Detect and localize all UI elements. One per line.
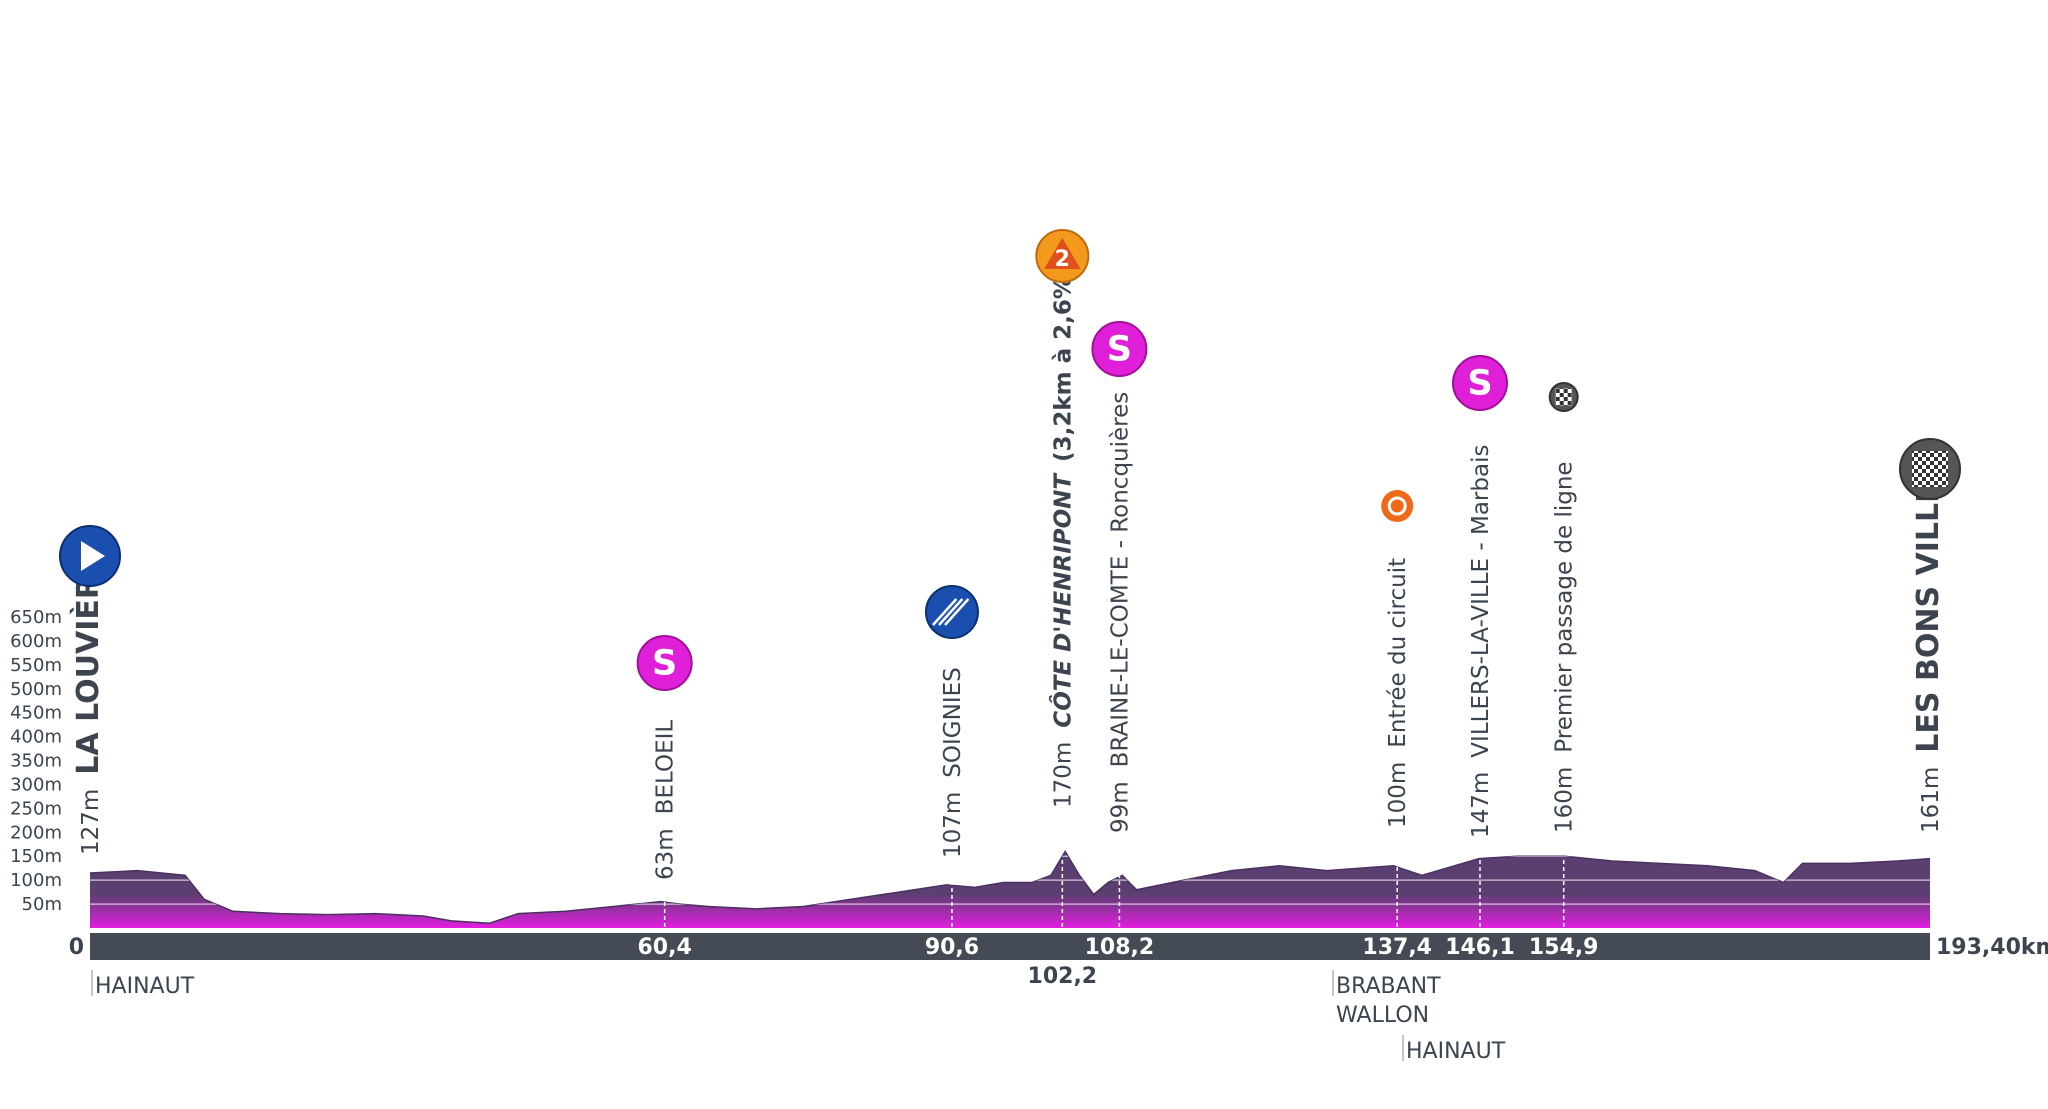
y-tick-label: 650m: [10, 607, 62, 628]
icon-disc: [1381, 490, 1414, 522]
elevation-area: [90, 851, 1930, 928]
region-label: WALLON: [1336, 1003, 1429, 1028]
elevation-outline: [89, 849, 1931, 924]
waypoint-name: VILLERS-LA-VILLE - Marbais: [1468, 445, 1494, 758]
waypoint-label: 100m Entrée du circuit: [1385, 558, 1411, 828]
km-label: 60,4: [638, 935, 692, 960]
waypoint-icon: [1899, 438, 1961, 500]
waypoint-label: 160m Premier passage de ligne: [1552, 461, 1578, 833]
km-label: 102,2: [1028, 964, 1098, 989]
waypoint-altitude: 127m: [78, 789, 104, 855]
region-label: HAINAUT: [1406, 1039, 1506, 1064]
waypoint-altitude: 147m: [1468, 772, 1494, 838]
waypoint-icon: 2: [1035, 229, 1090, 283]
km-label: 146,1: [1445, 935, 1515, 960]
km-label: 108,2: [1085, 935, 1155, 960]
waypoint-altitude: 161m: [1918, 767, 1944, 833]
waypoint-label: 170m CÔTE D'HENRIPONT (3,2km à 2,6%): [1048, 266, 1076, 808]
icon-stroke: [932, 598, 958, 626]
region-label: BRABANT: [1336, 974, 1441, 999]
waypoint-icon: S: [636, 635, 693, 691]
y-tick-label: 250m: [10, 798, 62, 819]
waypoint-name: Premier passage de ligne: [1552, 461, 1578, 752]
waypoint-icon: [924, 585, 979, 639]
icon-disc: [1451, 355, 1508, 411]
region-label: HAINAUT: [95, 974, 195, 999]
icon-stroke: [938, 598, 964, 626]
y-tick-label: 300m: [10, 774, 62, 795]
icon-badge: S: [1467, 362, 1492, 403]
km-label: 90,6: [925, 935, 979, 960]
km-label: 137,4: [1362, 935, 1432, 960]
waypoint-detail: (3,2km à 2,6%): [1050, 266, 1076, 462]
km-label: 0: [69, 935, 84, 960]
icon-badge: S: [1107, 328, 1132, 369]
waypoint-icon: [1381, 490, 1414, 522]
y-tick-label: 100m: [10, 870, 62, 891]
waypoint-altitude: 160m: [1552, 767, 1578, 833]
waypoint-icon: S: [1091, 321, 1148, 377]
km-label: 193,40km: [1936, 935, 2048, 960]
km-label: 154,9: [1529, 935, 1599, 960]
waypoint-label: 107m SOIGNIES: [940, 667, 966, 858]
distance-bar: [90, 933, 1930, 960]
waypoint-altitude: 107m: [940, 792, 966, 858]
y-tick-label: 50m: [22, 894, 62, 915]
y-tick-label: 200m: [10, 822, 62, 843]
icon-disc: [636, 635, 693, 691]
icon-arrow: [81, 541, 105, 571]
y-tick-label: 150m: [10, 846, 62, 867]
waypoint-name: Entrée du circuit: [1385, 558, 1411, 748]
y-tick-label: 500m: [10, 679, 62, 700]
icon-badge: 2: [1055, 247, 1070, 272]
icon-flag: [1912, 451, 1948, 487]
waypoint-label: 147m VILLERS-LA-VILLE - Marbais: [1468, 445, 1494, 838]
y-tick-label: 600m: [10, 631, 62, 652]
waypoint-label: 127m LA LOUVIÈRE: [70, 556, 106, 855]
waypoint-altitude: 63m: [653, 828, 679, 880]
y-tick-label: 550m: [10, 655, 62, 676]
waypoint-name: BELOEIL: [653, 720, 679, 815]
waypoint-name: BRAINE-LE-COMTE - Roncquières: [1107, 392, 1133, 768]
icon-flag: [1555, 388, 1573, 406]
waypoint-label: 99m BRAINE-LE-COMTE - Roncquières: [1107, 392, 1133, 833]
y-tick-label: 400m: [10, 727, 62, 748]
icon-mountain: [1044, 237, 1081, 269]
grid: [90, 855, 1930, 905]
icon-ring: [1387, 496, 1407, 516]
waypoint-altitude: 99m: [1107, 781, 1133, 833]
waypoint-label: 63m BELOEIL: [653, 720, 679, 880]
y-tick-label: 350m: [10, 751, 62, 772]
y-tick-label: 450m: [10, 703, 62, 724]
waypoint-altitude: 170m: [1050, 742, 1076, 808]
waypoint-altitude: 100m: [1385, 762, 1411, 828]
waypoint-name: CÔTE D'HENRIPONT: [1048, 472, 1076, 728]
waypoint-icon: [1548, 382, 1579, 412]
icon-badge: S: [652, 642, 677, 683]
waypoint-icon: S: [1451, 355, 1508, 411]
icon-stroke: [944, 598, 970, 626]
waypoint-name: SOIGNIES: [940, 667, 966, 777]
waypoint-name: LA LOUVIÈRE: [70, 556, 106, 775]
waypoint-icon: [59, 525, 121, 587]
icon-disc: [1091, 321, 1148, 377]
regions: HAINAUT BRABANT WALLON HAINAUT: [91, 970, 1506, 1064]
